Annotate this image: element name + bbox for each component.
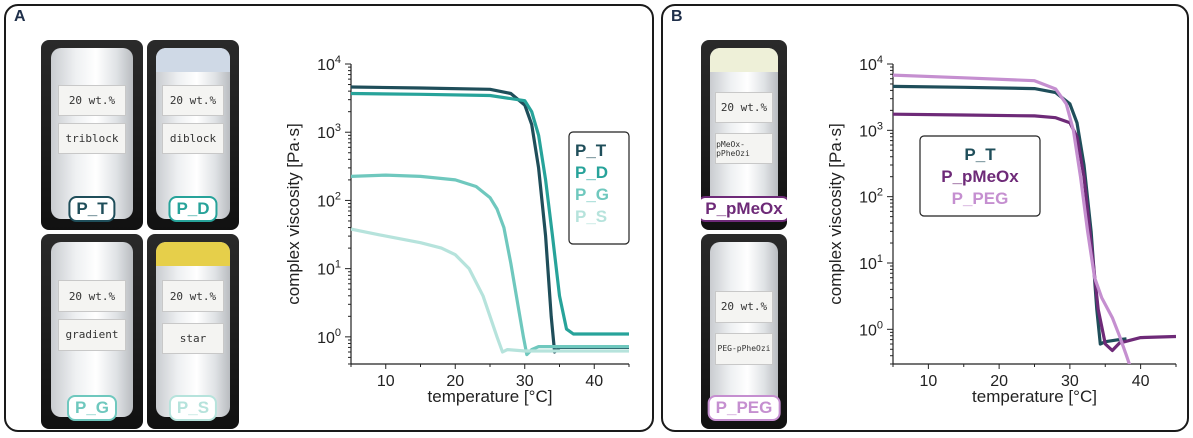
panel-b: B 20 wt.% pMeOx-pPheOzi P_pMeOx 20 wt.% … <box>661 4 1189 432</box>
series-line-p-pmeox <box>893 112 1176 353</box>
x-tick-label: 30 <box>1061 373 1079 390</box>
legend-box <box>568 131 630 245</box>
y-tick-label: 104 <box>859 54 883 74</box>
legend-entry: P_D <box>575 163 608 182</box>
y-tick-base: 10 <box>317 330 335 347</box>
y-tick-exponent: 2 <box>877 187 883 199</box>
y-tick-label: 101 <box>859 253 883 273</box>
legend-entry: P_T <box>964 145 996 164</box>
y-tick-label: 102 <box>859 187 883 207</box>
y-tick-exponent: 2 <box>335 190 341 202</box>
vial-label-architecture: triblock <box>57 122 127 154</box>
vial-photo-p-g: 20 wt.% gradient P_G <box>41 234 143 429</box>
x-axis-label: temperature [°C] <box>972 387 1097 406</box>
y-tick-exponent: 3 <box>877 120 883 132</box>
panel-a: A 20 wt.% triblock P_T 20 wt.% diblock P… <box>4 4 654 432</box>
vial-label-polymer: PEG-pPheOzi <box>715 333 773 365</box>
legend-entry: P_T <box>575 141 607 160</box>
x-tick-label: 30 <box>516 373 534 390</box>
series-line-p-s <box>351 227 629 354</box>
y-tick-label: 104 <box>317 54 341 74</box>
y-tick-label: 101 <box>317 259 341 279</box>
y-tick-exponent: 0 <box>335 327 341 339</box>
y-tick-label: 100 <box>859 319 883 339</box>
x-tick-label: 10 <box>919 373 937 390</box>
y-tick-exponent: 4 <box>335 54 341 66</box>
legend-entry: P_S <box>575 207 607 226</box>
y-tick-exponent: 1 <box>335 259 341 271</box>
vial-tag-p-peg: P_PEG <box>707 395 781 421</box>
legend-entry: P_G <box>575 185 609 204</box>
vial-photo-p-s: 20 wt.% star P_S <box>147 234 239 429</box>
y-tick-base: 10 <box>859 123 877 140</box>
vial-tag-p-d: P_D <box>168 196 218 222</box>
y-tick-label: 100 <box>317 327 341 347</box>
y-tick-exponent: 4 <box>877 54 883 66</box>
y-tick-base: 10 <box>859 256 877 273</box>
y-tick-label: 103 <box>859 120 883 140</box>
y-tick-exponent: 3 <box>335 122 341 134</box>
vial-label-architecture: star <box>162 322 224 355</box>
vial-tag-p-s: P_S <box>168 395 218 421</box>
series-line-p-d <box>351 91 629 336</box>
legend-entry: P_PEG <box>952 189 1009 208</box>
vial-label-architecture: gradient <box>57 319 127 351</box>
vial-label-concentration: 20 wt.% <box>57 85 127 117</box>
vial-photo-p-t: 20 wt.% triblock P_T <box>41 40 143 230</box>
y-tick-exponent: 1 <box>877 253 883 265</box>
vial-label-concentration: 20 wt.% <box>715 290 773 323</box>
x-tick-label: 40 <box>585 373 603 390</box>
vial-label-concentration: 20 wt.% <box>162 85 224 117</box>
vial-label-concentration: 20 wt.% <box>162 280 224 313</box>
x-tick-label: 20 <box>446 373 464 390</box>
vial: 20 wt.% triblock <box>51 47 133 219</box>
x-axis-label: temperature [°C] <box>428 387 553 406</box>
x-tick-label: 40 <box>1132 373 1150 390</box>
vial-label-concentration: 20 wt.% <box>715 92 773 124</box>
y-tick-base: 10 <box>317 57 335 74</box>
series-line-p-peg <box>893 73 1132 364</box>
legend-box <box>919 135 1041 217</box>
legend-entry: P_pMeOx <box>941 167 1019 186</box>
vial-label-concentration: 20 wt.% <box>57 280 127 313</box>
vial: 20 wt.% pMeOx-pPheOzi <box>709 47 779 219</box>
vial-tag-p-pmeox: P_pMeOx <box>701 196 787 222</box>
y-tick-base: 10 <box>859 190 877 207</box>
y-tick-base: 10 <box>317 193 335 210</box>
vial-photo-p-pmeox: 20 wt.% pMeOx-pPheOzi P_pMeOx <box>701 40 787 230</box>
vial: 20 wt.% PEG-pPheOzi <box>709 241 779 418</box>
vial: 20 wt.% star <box>156 241 230 418</box>
vial-tag-p-g: P_G <box>66 395 118 421</box>
x-tick-label: 10 <box>377 373 395 390</box>
y-tick-base: 10 <box>859 57 877 74</box>
vial-tag-p-t: P_T <box>68 196 116 222</box>
panel-b-label: B <box>671 8 683 25</box>
y-tick-base: 10 <box>859 322 877 339</box>
y-tick-label: 102 <box>317 190 341 210</box>
x-tick-label: 20 <box>990 373 1008 390</box>
panel-a-label: A <box>14 8 26 25</box>
vial-label-polymer: pMeOx-pPheOzi <box>715 133 773 165</box>
y-axis-label: complex viscosity [Pa·s] <box>826 123 845 304</box>
vial-photo-p-peg: 20 wt.% PEG-pPheOzi P_PEG <box>701 234 787 429</box>
vial: 20 wt.% diblock <box>156 47 230 219</box>
vial: 20 wt.% gradient <box>51 241 133 418</box>
y-tick-exponent: 0 <box>877 319 883 331</box>
y-tick-label: 103 <box>317 122 341 142</box>
y-tick-base: 10 <box>317 262 335 279</box>
vial-label-architecture: diblock <box>162 122 224 154</box>
y-axis-label: complex viscosity [Pa·s] <box>284 123 303 304</box>
y-tick-base: 10 <box>317 125 335 142</box>
vial-photo-p-d: 20 wt.% diblock P_D <box>147 40 239 230</box>
